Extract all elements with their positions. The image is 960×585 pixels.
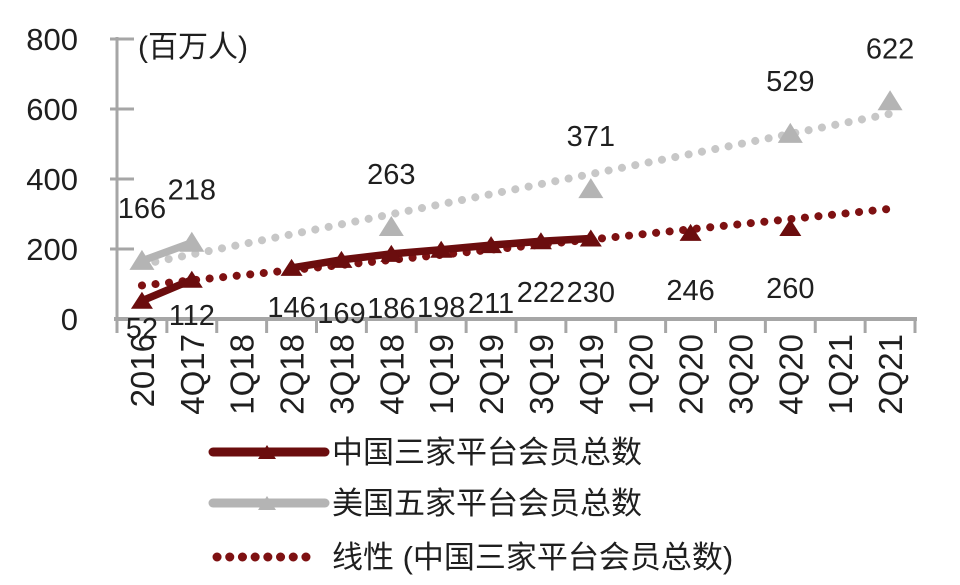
data-label-china: 52: [126, 313, 158, 345]
x-tick-label: 3Q19: [523, 334, 560, 415]
y-tick-label: 400: [26, 162, 78, 197]
y-tick-label: 0: [61, 302, 78, 337]
series-marker-china: [180, 270, 203, 288]
data-label-china: 146: [267, 292, 315, 324]
series-marker-china: [280, 258, 303, 276]
data-label-china: 260: [766, 273, 814, 305]
data-label-china: 222: [517, 277, 565, 309]
data-label-china: 186: [367, 293, 415, 325]
data-label-china: 169: [317, 298, 365, 330]
series-marker-china: [330, 250, 353, 268]
series-marker-china: [430, 240, 453, 258]
x-tick-label: 1Q18: [224, 334, 261, 415]
x-tick-label: 2Q18: [274, 334, 311, 415]
axis-unit-label: (百万人): [138, 31, 248, 64]
x-tick-label: 3Q18: [323, 334, 360, 415]
y-tick-label: 200: [26, 232, 78, 267]
y-tick-label: 800: [26, 22, 78, 57]
series-marker-china: [779, 219, 802, 236]
data-label-us: 371: [567, 121, 615, 153]
legend-label-3: 线性 (中国三家平台会员总数): [332, 540, 733, 575]
x-tick-label: 3Q20: [722, 334, 759, 415]
series-marker-us: [777, 122, 803, 143]
data-label-us: 263: [367, 159, 415, 191]
data-label-us: 622: [866, 33, 914, 65]
x-tick-label: 1Q20: [623, 334, 660, 415]
y-tick-label: 600: [26, 92, 78, 127]
x-tick-label: 2016: [124, 334, 161, 407]
x-tick-label: 2Q19: [473, 334, 510, 415]
x-tick-label: 1Q19: [423, 334, 460, 415]
legend-swatch-marker: [258, 496, 276, 510]
trendline-china: [137, 204, 895, 290]
series-marker-china: [130, 291, 153, 309]
series-marker-us: [578, 178, 604, 199]
data-label-us: 529: [766, 66, 814, 98]
x-tick-label: 2Q21: [872, 334, 909, 415]
series-line-china: [138, 276, 196, 305]
series-marker-us: [129, 249, 155, 270]
data-label-china: 230: [567, 277, 615, 309]
data-label-us: 218: [168, 175, 216, 207]
series-marker-us: [179, 231, 205, 252]
data-label-us: 166: [118, 193, 166, 225]
x-tick-label: 4Q18: [373, 334, 410, 415]
series-marker-china: [529, 232, 552, 250]
series-marker-china: [579, 229, 602, 247]
legend-label-2: 美国五家平台会员总数: [332, 486, 642, 521]
x-tick-label: 2Q20: [673, 334, 710, 415]
series-marker-us: [877, 90, 903, 111]
trendline-us: [137, 109, 895, 269]
series-marker-us: [378, 215, 404, 236]
data-label-china: 211: [468, 288, 514, 320]
data-label-china: 112: [169, 300, 215, 332]
series-marker-china: [480, 236, 503, 254]
x-tick-label: 1Q21: [822, 334, 859, 415]
data-label-china: 198: [417, 292, 465, 324]
x-tick-label: 4Q20: [772, 334, 809, 415]
data-label-china: 246: [666, 275, 714, 307]
series-marker-china: [380, 244, 403, 262]
x-tick-label: 4Q19: [573, 334, 610, 415]
legend-label-1: 中国三家平台会员总数: [332, 435, 642, 470]
x-tick-label: 4Q17: [174, 334, 211, 415]
legend-swatch-marker: [258, 445, 276, 459]
series-marker-china: [679, 223, 702, 241]
